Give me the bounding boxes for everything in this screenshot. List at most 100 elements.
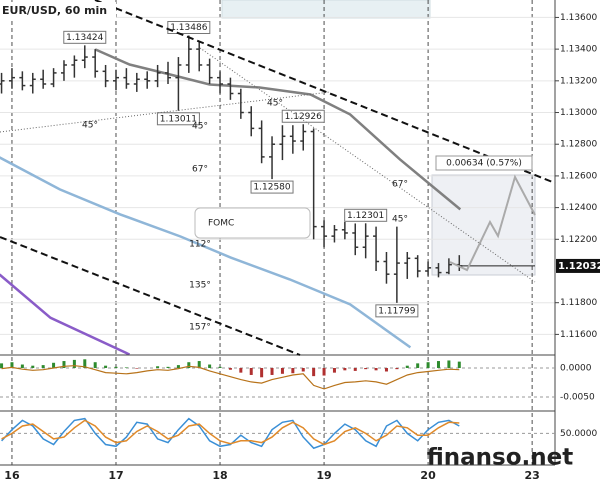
- y-tick-label: 1.11600: [560, 330, 597, 340]
- moving-average: [0, 156, 412, 349]
- y-tick-label: 1.11800: [560, 298, 597, 308]
- histogram-bar: [249, 368, 253, 375]
- price-label-box: [156, 112, 200, 126]
- price-label-box: [281, 109, 325, 123]
- histogram-bar: [62, 361, 66, 369]
- histogram-bar: [156, 366, 160, 369]
- guide-line: [199, 47, 536, 283]
- histogram-bar: [426, 362, 430, 369]
- x-tick-label: 17: [108, 469, 123, 482]
- y-tick-label: 1.12800: [560, 140, 597, 150]
- moving-average: [0, 273, 131, 356]
- histogram-bar: [457, 361, 461, 369]
- price-label-box: [167, 21, 211, 34]
- histogram-bar: [280, 368, 284, 374]
- event-box: [194, 207, 311, 239]
- histogram-bar: [364, 368, 368, 370]
- y-tick-label: 1.13400: [560, 45, 597, 55]
- histogram-bar: [83, 359, 87, 369]
- oscillator-line: [1, 419, 460, 446]
- oscillator-line: [1, 417, 460, 450]
- histogram-bar: [322, 368, 326, 376]
- histogram-bar: [93, 362, 97, 369]
- angle-label: 157°: [189, 323, 211, 333]
- histogram-bar: [395, 368, 399, 370]
- y-tick-label: 1.12200: [560, 235, 597, 245]
- histogram-bar: [187, 362, 191, 369]
- trend-line: [0, 236, 301, 356]
- price-label: 1.13011: [160, 114, 197, 124]
- histogram-bar: [135, 368, 139, 369]
- histogram-bar: [218, 366, 222, 369]
- event-label: FOMC: [208, 219, 234, 229]
- projection-label: 0.00634 (0.57%): [446, 159, 522, 169]
- projection-box: [431, 174, 536, 276]
- histogram-bar: [52, 362, 56, 369]
- histogram-bar: [374, 368, 378, 371]
- histogram-bar: [104, 365, 108, 369]
- main-layer: 1.13424 1.13486 1.13011 1.12580 1.12926 1.123…: [0, 0, 555, 465]
- x-tick-label: 23: [524, 469, 539, 482]
- projection-label-box: [435, 155, 533, 171]
- histogram-bar: [312, 368, 316, 377]
- histogram-bar: [447, 360, 451, 369]
- y-tick-label: 1.12600: [560, 171, 597, 181]
- y-tick-label: 50.0000: [560, 429, 597, 439]
- watermark: finanso.net: [427, 445, 574, 471]
- histogram-bar: [31, 365, 35, 369]
- chart-title: EUR/USD, 60 min: [2, 4, 107, 17]
- histogram-bar: [197, 361, 201, 369]
- angle-label: 45°: [267, 99, 283, 109]
- price-label: 1.11799: [378, 306, 415, 316]
- price-label-box: [63, 30, 107, 44]
- histogram-bar: [353, 368, 357, 371]
- angle-label: 67°: [392, 180, 408, 190]
- histogram-bar: [384, 368, 388, 372]
- histogram-bar: [114, 366, 118, 369]
- histogram-bar: [20, 364, 24, 369]
- angle-label: 45°: [192, 122, 208, 132]
- histogram-bar: [124, 367, 128, 369]
- trend-line: [94, 0, 556, 184]
- histogram-bar: [72, 359, 76, 369]
- histogram-bar: [301, 368, 305, 372]
- price-label: 1.12301: [347, 211, 384, 221]
- angle-label: 112°: [189, 240, 211, 250]
- histogram-bar: [405, 365, 409, 369]
- moving-average: [94, 48, 462, 211]
- histogram-bar: [260, 368, 264, 378]
- histogram-bar: [239, 368, 243, 373]
- y-tick-label: 1.13000: [560, 108, 597, 118]
- x-tick-label: 20: [420, 469, 436, 482]
- title-bg: [0, 2, 116, 18]
- y-tick-label: -0.0050: [560, 393, 595, 403]
- price-label-box: [250, 180, 294, 194]
- x-tick-label: 16: [4, 469, 20, 482]
- price-label: 1.12926: [285, 112, 322, 122]
- histogram-bar: [208, 364, 212, 369]
- histogram-bar: [343, 368, 347, 371]
- histogram-bar: [166, 366, 170, 369]
- angle-label: 67°: [192, 165, 208, 175]
- histogram-bar: [291, 368, 295, 374]
- angle-label: 45°: [82, 121, 98, 131]
- histogram-bar: [436, 361, 440, 369]
- angle-label: 45°: [392, 215, 408, 225]
- histogram-bar: [0, 363, 4, 369]
- histogram-bar: [176, 365, 180, 369]
- histogram-bar: [416, 363, 420, 369]
- last-price-label: 1.12032: [558, 261, 600, 272]
- histogram-bar: [332, 368, 336, 373]
- price-label-box: [344, 208, 388, 222]
- histogram-bar: [41, 365, 45, 369]
- y-tick-label: 1.12400: [560, 203, 597, 213]
- y-tick-label: 0.0000: [560, 364, 592, 374]
- histogram-bar: [228, 368, 232, 370]
- last-price-box: [556, 258, 600, 273]
- x-tick-label: 19: [316, 469, 331, 482]
- price-label-box: [375, 304, 419, 318]
- price-label: 1.13424: [66, 33, 103, 43]
- y-tick-label: 1.13200: [560, 76, 597, 86]
- price-label: 1.13486: [170, 23, 207, 33]
